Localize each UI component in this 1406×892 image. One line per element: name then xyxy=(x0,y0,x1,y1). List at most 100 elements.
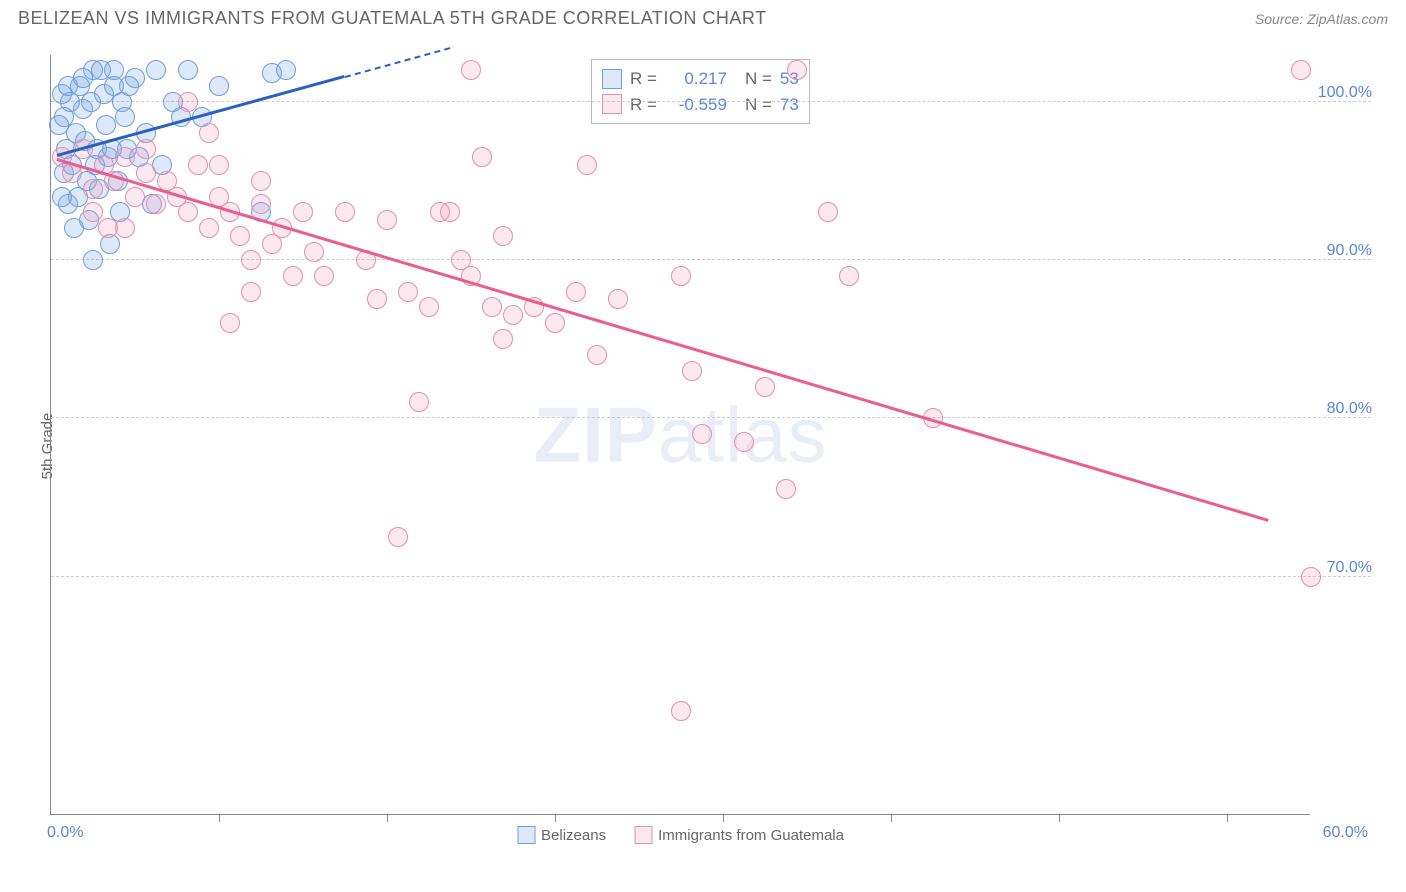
x-tick xyxy=(387,814,388,822)
x-tick xyxy=(1059,814,1060,822)
scatter-point xyxy=(104,60,124,80)
scatter-point xyxy=(482,297,502,317)
x-tick xyxy=(219,814,220,822)
scatter-point xyxy=(587,345,607,365)
legend-item: Immigrants from Guatemala xyxy=(634,826,844,844)
scatter-point xyxy=(209,155,229,175)
scatter-point xyxy=(112,92,132,112)
plot-region: ZIPatlas R =0.217N =53R =-0.559N =73 0.0… xyxy=(50,55,1310,815)
page-title: BELIZEAN VS IMMIGRANTS FROM GUATEMALA 5T… xyxy=(18,8,767,29)
scatter-point xyxy=(146,60,166,80)
gridline xyxy=(51,576,1371,577)
scatter-point xyxy=(83,250,103,270)
scatter-point xyxy=(251,171,271,191)
legend-swatch xyxy=(634,826,652,844)
scatter-point xyxy=(367,289,387,309)
scatter-point xyxy=(818,202,838,222)
legend-row: R =0.217N =53 xyxy=(602,66,799,92)
legend-row: R = -0.559 N = 73 xyxy=(602,92,799,118)
x-axis-max-label: 60.0% xyxy=(1323,824,1368,842)
scatter-point xyxy=(398,282,418,302)
x-tick xyxy=(891,814,892,822)
legend-n-value: 73 xyxy=(780,92,799,118)
scatter-point xyxy=(451,250,471,270)
scatter-point xyxy=(64,218,84,238)
chart-area: ZIPatlas R =0.217N =53R =-0.559N =73 0.0… xyxy=(50,55,1370,815)
scatter-point xyxy=(81,92,101,112)
scatter-point xyxy=(430,202,450,222)
scatter-point xyxy=(839,266,859,286)
scatter-point xyxy=(220,313,240,333)
scatter-point xyxy=(73,68,93,88)
x-axis-min-label: 0.0% xyxy=(47,824,83,842)
scatter-point xyxy=(96,115,116,135)
y-tick-label: 70.0% xyxy=(1327,559,1372,577)
correlation-legend: R =0.217N =53R =-0.559N =73 xyxy=(591,59,810,124)
scatter-point xyxy=(692,424,712,444)
scatter-point xyxy=(283,266,303,286)
legend-r-label: R = xyxy=(630,66,657,92)
scatter-point xyxy=(787,60,807,80)
scatter-point xyxy=(493,226,513,246)
scatter-point xyxy=(755,377,775,397)
scatter-point xyxy=(54,107,74,127)
scatter-point xyxy=(241,250,261,270)
scatter-point xyxy=(52,187,72,207)
legend-swatch xyxy=(602,69,622,89)
regression-line-extrapolated xyxy=(345,47,451,78)
scatter-point xyxy=(377,210,397,230)
gridline xyxy=(51,417,1371,418)
scatter-point xyxy=(1291,60,1311,80)
scatter-point xyxy=(188,155,208,175)
scatter-point xyxy=(251,194,271,214)
y-tick-label: 90.0% xyxy=(1327,242,1372,260)
scatter-point xyxy=(671,266,691,286)
scatter-point xyxy=(608,289,628,309)
source-attribution: Source: ZipAtlas.com xyxy=(1255,11,1388,27)
scatter-point xyxy=(388,527,408,547)
y-tick-label: 80.0% xyxy=(1327,400,1372,418)
legend-r-label: R = xyxy=(630,92,657,118)
scatter-point xyxy=(146,194,166,214)
watermark: ZIPatlas xyxy=(533,389,827,480)
scatter-point xyxy=(472,147,492,167)
scatter-point xyxy=(241,282,261,302)
scatter-point xyxy=(199,123,219,143)
scatter-point xyxy=(335,202,355,222)
regression-line xyxy=(57,158,1269,521)
scatter-point xyxy=(545,313,565,333)
scatter-point xyxy=(1301,567,1321,587)
scatter-point xyxy=(230,226,250,246)
scatter-point xyxy=(293,202,313,222)
scatter-point xyxy=(682,361,702,381)
scatter-point xyxy=(178,60,198,80)
scatter-point xyxy=(304,242,324,262)
scatter-point xyxy=(83,179,103,199)
scatter-point xyxy=(98,218,118,238)
x-tick xyxy=(723,814,724,822)
scatter-point xyxy=(199,218,219,238)
legend-label: Belizeans xyxy=(541,827,606,844)
scatter-point xyxy=(178,202,198,222)
scatter-point xyxy=(566,282,586,302)
scatter-point xyxy=(276,60,296,80)
scatter-point xyxy=(461,60,481,80)
legend-n-label: N = xyxy=(745,66,772,92)
scatter-point xyxy=(776,479,796,499)
legend-n-label: N = xyxy=(745,92,772,118)
scatter-point xyxy=(314,266,334,286)
legend-r-value: 0.217 xyxy=(665,66,727,92)
scatter-point xyxy=(671,701,691,721)
scatter-point xyxy=(115,147,135,167)
legend-r-value: -0.559 xyxy=(665,92,727,118)
legend-label: Immigrants from Guatemala xyxy=(658,827,844,844)
scatter-point xyxy=(503,305,523,325)
y-tick-label: 100.0% xyxy=(1318,84,1372,102)
scatter-point xyxy=(493,329,513,349)
scatter-point xyxy=(734,432,754,452)
legend-swatch xyxy=(517,826,535,844)
scatter-point xyxy=(136,139,156,159)
scatter-point xyxy=(209,76,229,96)
scatter-point xyxy=(136,163,156,183)
scatter-point xyxy=(83,202,103,222)
